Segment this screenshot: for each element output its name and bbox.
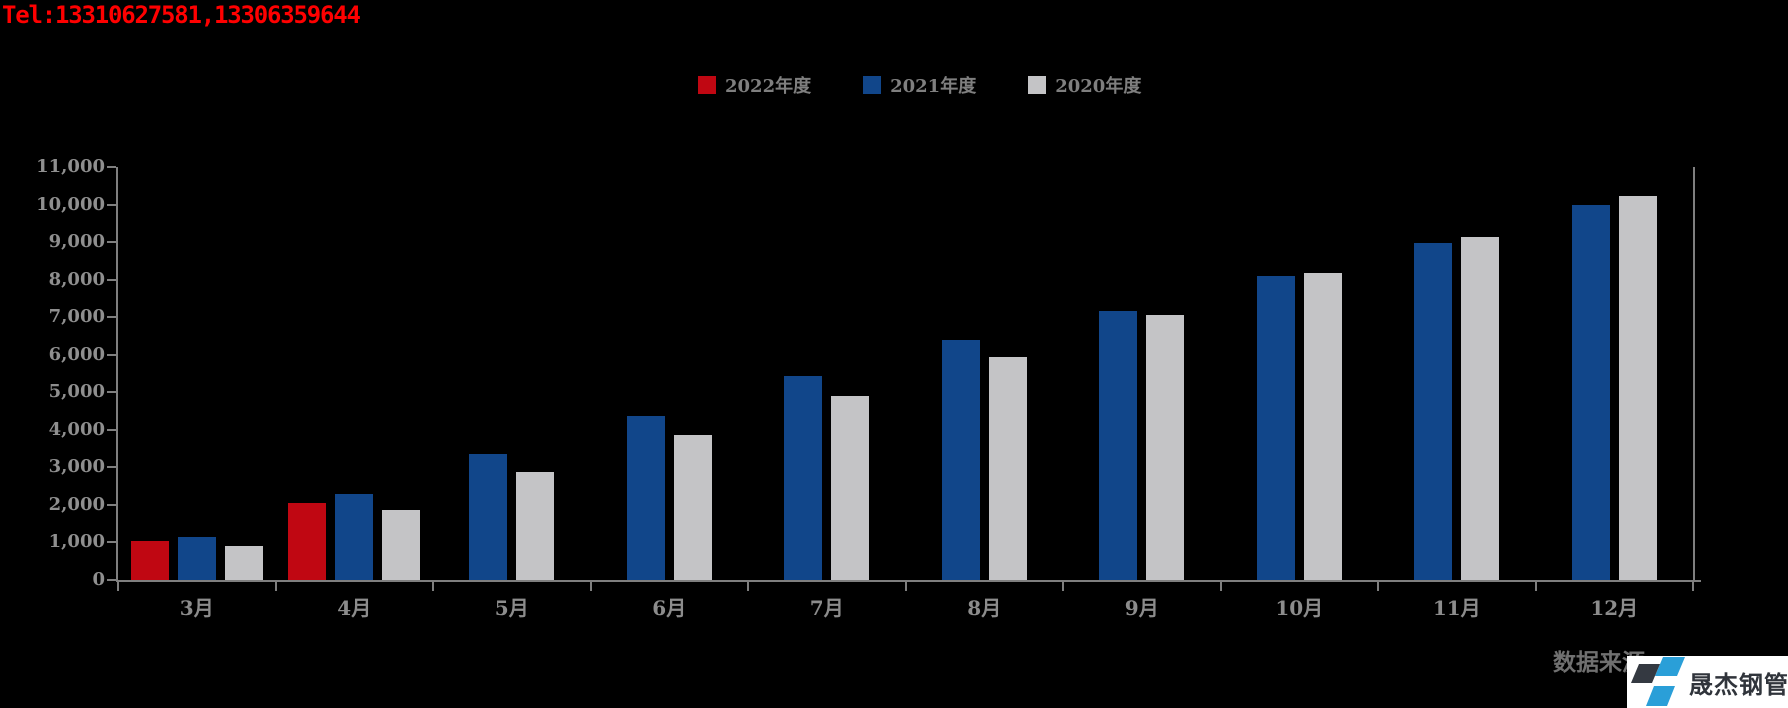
legend-label: 2020年度 [1055, 76, 1142, 97]
x-axis-label: 12月 [1590, 596, 1639, 620]
x-axis-label: 10月 [1275, 596, 1324, 620]
legend-label: 2022年度 [725, 76, 812, 97]
x-tick [747, 582, 749, 591]
bar-2020年度-6月 [673, 434, 712, 580]
y-tick-label: 6,000 [48, 343, 105, 365]
x-tick [904, 582, 907, 591]
x-tick [274, 582, 277, 591]
bar-2022年度-4月 [288, 503, 327, 580]
y-axis-line [116, 167, 118, 582]
y-tick [107, 466, 116, 469]
y-tick-label: 0 [92, 569, 105, 590]
x-axis-label: 7月 [809, 596, 844, 620]
bar-2020年度-5月 [516, 472, 555, 580]
logo-text: 晟杰钢管 [1689, 670, 1788, 699]
plot-area: 0 1,000 2,000 3,000 4,000 5,000 6,000 7,000 8,00… [36, 156, 1701, 620]
bar-2021年度-8月 [941, 340, 980, 580]
legend-swatch-icon [698, 76, 716, 94]
legend-item-2021年度[interactable]: 2021年度 [863, 72, 976, 98]
bar-2021年度-12月 [1571, 205, 1610, 580]
bar-2021年度-11月 [1414, 242, 1453, 580]
bar-2020年度-11月 [1461, 236, 1500, 580]
y-tick [107, 353, 116, 356]
bar-2021年度-10月 [1256, 275, 1295, 580]
x-axis-label: 11月 [1432, 596, 1481, 620]
y-tick [107, 241, 116, 244]
x-tick [432, 582, 434, 591]
x-axis-label: 4月 [337, 596, 372, 620]
y-tick-label: 8,000 [48, 268, 105, 290]
x-axis-label: 3月 [179, 596, 214, 620]
bar-2020年度-9月 [1146, 314, 1185, 580]
x-tick [1219, 582, 1222, 591]
logo-mark-icon [1631, 657, 1685, 706]
bar-2020年度-7月 [831, 396, 870, 580]
x-axis-label: 8月 [967, 596, 1002, 620]
y-tick [107, 579, 116, 581]
bar-2020年度-8月 [988, 356, 1027, 580]
legend-swatch-icon [863, 76, 882, 94]
legend-swatch-icon [1028, 76, 1047, 94]
y-tick-label: 10,000 [36, 193, 105, 215]
y-tick-label: 1,000 [48, 531, 105, 553]
y-tick [107, 203, 116, 206]
x-tick [589, 582, 592, 591]
x-axis-label: 9月 [1124, 596, 1159, 620]
x-tick [1534, 582, 1537, 591]
y-tick [107, 166, 116, 168]
y-tick-label: 3,000 [48, 456, 105, 478]
bar-2021年度-5月 [469, 453, 508, 580]
logo: 晟杰钢管 [1627, 656, 1788, 708]
y-tick [107, 428, 116, 431]
bar-2021年度-4月 [335, 494, 374, 580]
bar-2021年度-6月 [626, 415, 665, 580]
x-axis-line [116, 580, 1701, 582]
right-axis-line [1693, 167, 1695, 582]
y-tick [107, 391, 116, 394]
legend: 2022年度 2021年度 2020年度 [698, 72, 1141, 98]
legend-item-2022年度[interactable]: 2022年度 [698, 72, 811, 98]
y-tick-label: 2,000 [48, 493, 105, 515]
x-axis-label: 5月 [494, 596, 529, 620]
bar-2020年度-12月 [1618, 196, 1657, 580]
y-tick [107, 316, 116, 319]
legend-item-2020年度[interactable]: 2020年度 [1028, 72, 1141, 98]
bar-2021年度-3月 [177, 536, 216, 580]
bar-2022年度-3月 [130, 540, 169, 580]
bar-2021年度-7月 [784, 376, 823, 580]
bar-2021年度-9月 [1099, 310, 1138, 580]
bar-2020年度-4月 [382, 509, 421, 580]
x-tick [1377, 582, 1379, 591]
x-tick [1062, 582, 1064, 591]
x-tick [117, 582, 119, 591]
y-tick-label: 9,000 [48, 231, 105, 253]
y-tick [107, 278, 116, 281]
y-tick [107, 541, 116, 544]
y-tick-label: 7,000 [48, 306, 105, 328]
x-axis-label: 6月 [652, 596, 687, 620]
y-tick-label: 4,000 [48, 418, 105, 440]
y-tick-label: 11,000 [36, 156, 105, 177]
y-tick [107, 503, 116, 506]
y-tick-label: 5,000 [48, 381, 105, 403]
legend-label: 2021年度 [890, 76, 977, 97]
x-tick [1692, 582, 1694, 591]
bar-2020年度-3月 [224, 546, 263, 580]
bar-2020年度-10月 [1303, 273, 1342, 580]
tel-text: Tel:13310627581,13306359644 [2, 1, 361, 29]
